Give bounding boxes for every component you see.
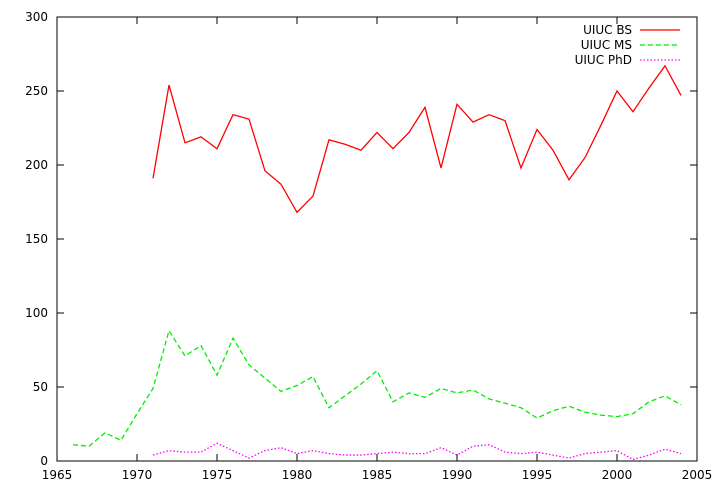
series-line-uiuc-ms: [72, 329, 682, 447]
x-tick-label: 1970: [122, 468, 153, 482]
x-tick-label: 1975: [202, 468, 233, 482]
y-tick-label: 50: [33, 380, 48, 394]
legend-label: UIUC BS: [583, 23, 632, 37]
series-layer: [72, 64, 682, 461]
x-tick-label: 1965: [42, 468, 73, 482]
x-tick-label: 2005: [682, 468, 713, 482]
y-tick-label: 100: [25, 306, 48, 320]
x-tick-label: 1995: [522, 468, 553, 482]
x-tick-label: 1980: [282, 468, 313, 482]
x-tick-label: 2000: [602, 468, 633, 482]
series-line-uiuc-bs: [152, 64, 682, 214]
y-tick-label: 200: [25, 158, 48, 172]
legend-label: UIUC MS: [581, 38, 632, 52]
legend-label: UIUC PhD: [575, 53, 632, 67]
y-tick-label: 300: [25, 10, 48, 24]
series-line-uiuc-phd: [152, 442, 682, 461]
x-tick-label: 1985: [362, 468, 393, 482]
y-tick-label: 150: [25, 232, 48, 246]
y-tick-label: 250: [25, 84, 48, 98]
x-axis: 1965 1970 1975 1980 1985 1990 1995 2000 2005: [42, 17, 713, 482]
x-tick-label: 1990: [442, 468, 473, 482]
y-tick-label: 0: [40, 454, 48, 468]
plot-frame: [56, 16, 698, 462]
y-axis: 0 50 100 150 200 250 300: [25, 10, 697, 468]
